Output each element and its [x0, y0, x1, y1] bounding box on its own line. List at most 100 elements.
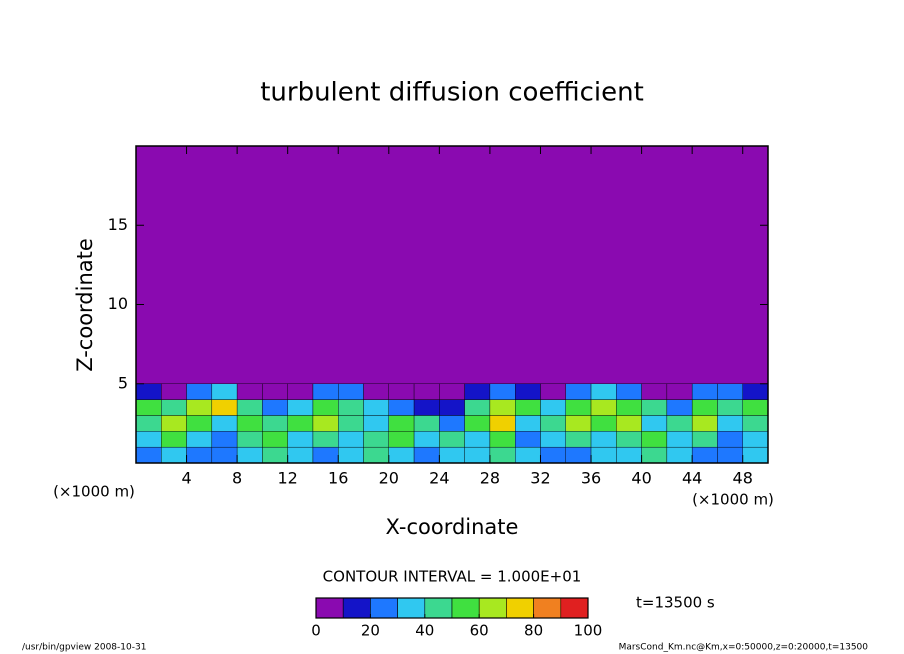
- field-cell: [312, 446, 339, 464]
- field-cell: [186, 399, 213, 416]
- field-cell: [464, 399, 491, 416]
- field-cell: [565, 415, 592, 432]
- field-cell: [616, 399, 642, 416]
- field-cell: [464, 383, 491, 400]
- field-cell: [363, 446, 389, 464]
- field-cell: [287, 399, 314, 416]
- y-tick-label: 15: [108, 215, 128, 234]
- field-cell: [287, 383, 314, 400]
- field-cell: [489, 399, 516, 416]
- field-cell: [363, 399, 389, 416]
- field-cell: [312, 431, 339, 448]
- field-cell: [186, 431, 213, 448]
- field-cell: [413, 383, 440, 400]
- colorbar-frame: [315, 597, 589, 619]
- field-cell: [590, 446, 617, 464]
- field-cell: [262, 415, 288, 432]
- field-cell: [565, 446, 592, 464]
- field-cell: [262, 383, 288, 400]
- field-cell: [464, 446, 491, 464]
- field-cell: [388, 415, 415, 432]
- field-cell: [388, 383, 415, 400]
- field-cell: [161, 399, 187, 416]
- field-cell: [565, 383, 592, 400]
- field-cell: [338, 431, 364, 448]
- field-cell: [515, 415, 541, 432]
- x-tick-label: 32: [530, 469, 550, 488]
- x-tick-label: 48: [733, 469, 753, 488]
- field-cell: [439, 383, 465, 400]
- field-cell: [666, 399, 693, 416]
- field-cell: [666, 431, 693, 448]
- field-cell: [691, 415, 718, 432]
- field-cell: [515, 399, 541, 416]
- field-cell: [666, 446, 693, 464]
- field-cell: [186, 446, 213, 464]
- field-cell: [363, 415, 389, 432]
- field-cell: [616, 383, 642, 400]
- colorbar-tick-label: 0: [311, 622, 321, 640]
- field-cell: [565, 399, 592, 416]
- colorbar-segment: [315, 597, 344, 619]
- x-tick-label: 36: [581, 469, 601, 488]
- field-cell: [287, 446, 314, 464]
- colorbar-segment: [342, 597, 371, 619]
- field-cell: [363, 383, 389, 400]
- x-tick-label: 4: [181, 469, 191, 488]
- x-tick-label: 44: [682, 469, 702, 488]
- y-tick-label: 5: [118, 373, 128, 392]
- field-cell: [717, 383, 743, 400]
- field-cell: [540, 383, 566, 400]
- field-cell: [413, 399, 440, 416]
- field-cell: [515, 383, 541, 400]
- x-tick-label: 24: [429, 469, 449, 488]
- field-cell: [464, 431, 491, 448]
- field-cell: [590, 399, 617, 416]
- field-cell: [691, 383, 718, 400]
- colorbar-segment: [533, 597, 562, 619]
- field-cell: [439, 415, 465, 432]
- colorbar-segment: [370, 597, 398, 619]
- y-unit: (×1000 m): [53, 483, 135, 501]
- x-tick-label: 8: [232, 469, 242, 488]
- field-cell: [489, 383, 516, 400]
- footer-right: MarsCond_Km.nc@Km,x=0:50000,z=0:20000,t=…: [619, 643, 869, 653]
- field-cell: [135, 415, 162, 432]
- field-cell: [540, 399, 566, 416]
- field-cell: [691, 431, 718, 448]
- field-cell: [287, 415, 314, 432]
- colorbar-segment: [424, 597, 453, 619]
- field-cell: [616, 446, 642, 464]
- field-cell: [262, 446, 288, 464]
- field-cell: [464, 415, 491, 432]
- field-cell: [312, 399, 339, 416]
- field-cell: [161, 431, 187, 448]
- field-cell: [590, 383, 617, 400]
- field-cell: [616, 431, 642, 448]
- footer-left: /usr/bin/gpview 2008-10-31: [22, 643, 146, 653]
- colorbar-segment: [506, 597, 534, 619]
- x-axis-label: X-coordinate: [386, 515, 519, 539]
- colorbar-segment: [397, 597, 426, 619]
- field-cell: [211, 383, 238, 400]
- colorbar-tick-label: 20: [361, 622, 380, 640]
- field-cell: [641, 431, 668, 448]
- colorbar-segment: [451, 597, 480, 619]
- field-cell: [439, 446, 465, 464]
- field-cell: [666, 383, 693, 400]
- x-tick-label: 16: [328, 469, 348, 488]
- field-cell: [211, 415, 238, 432]
- field-cell: [439, 431, 465, 448]
- field-cell: [691, 446, 718, 464]
- field-cell: [413, 446, 440, 464]
- field-cell: [742, 399, 769, 416]
- field-cell: [262, 431, 288, 448]
- field-cell: [388, 446, 415, 464]
- field-cell: [161, 415, 187, 432]
- field-cell: [641, 446, 668, 464]
- field-cell: [742, 383, 769, 400]
- field-cell: [489, 415, 516, 432]
- field-cell: [717, 415, 743, 432]
- field-cell: [186, 415, 213, 432]
- field-cell: [590, 431, 617, 448]
